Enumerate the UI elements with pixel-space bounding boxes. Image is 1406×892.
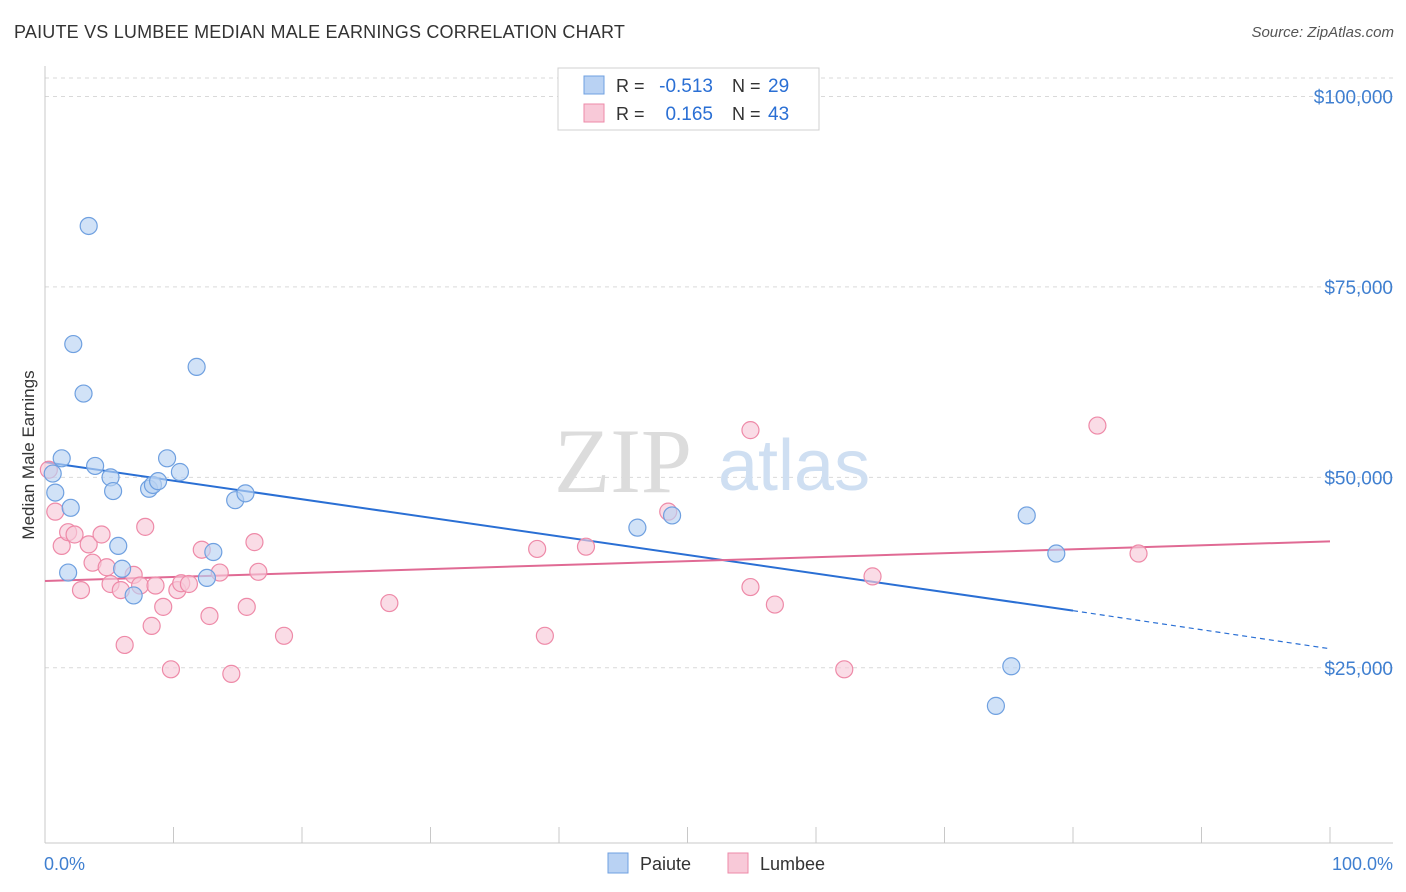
lumbee-point <box>71 580 91 600</box>
legend-r-label: R = <box>616 76 645 96</box>
lumbee-point <box>115 635 134 655</box>
paiute-point <box>86 456 105 476</box>
legend-n-value: 29 <box>768 76 789 97</box>
legend-r-value: -0.513 <box>659 76 713 97</box>
paiute-point <box>43 464 62 483</box>
paiute-point <box>157 449 177 468</box>
watermark-zip: ZIP <box>554 410 692 512</box>
legend-n-label: N = <box>732 76 761 96</box>
y-tick-label: $25,000 <box>1324 659 1393 680</box>
lumbee-point <box>741 421 760 440</box>
lumbee-point <box>1088 416 1107 435</box>
stats-legend: R = -0.513 N = 29 R = 0.165 N = 43 <box>557 67 820 131</box>
legend-r-value: 0.165 <box>665 104 713 125</box>
paiute-point <box>46 483 65 502</box>
lumbee-point <box>274 626 294 645</box>
lumbee-point <box>146 576 165 595</box>
lumbee-point <box>136 517 155 536</box>
paiute-point <box>187 357 206 376</box>
lumbee-point <box>380 593 399 613</box>
legend-swatch-paiute <box>583 75 605 95</box>
lumbee-point <box>92 525 111 544</box>
lumbee-point <box>1129 544 1148 563</box>
paiute-point <box>1017 506 1036 525</box>
paiute-point <box>79 216 98 236</box>
paiute-point <box>64 334 83 354</box>
series-legend-swatch-lumbee <box>727 852 749 874</box>
lumbee-point <box>79 535 98 554</box>
lumbee-point <box>528 539 547 559</box>
lumbee-point <box>179 574 199 594</box>
paiute-point <box>1047 544 1066 563</box>
paiute-point <box>52 449 71 468</box>
paiute-point <box>124 586 143 605</box>
gridlines <box>45 77 1393 669</box>
watermark-atlas: atlas <box>718 426 870 506</box>
y-axis-label: Median Male Earnings <box>19 370 38 539</box>
data-points <box>39 216 1148 715</box>
lumbee-point <box>576 537 596 556</box>
legend-swatch-lumbee <box>583 103 605 123</box>
lumbee-point <box>249 562 268 581</box>
lumbee-point <box>200 606 219 626</box>
legend-r-label: R = <box>616 104 645 124</box>
paiute-point <box>170 462 190 482</box>
x-tick-label-max: 100.0% <box>1332 854 1393 874</box>
paiute-point <box>74 384 93 403</box>
series-legend-label-lumbee: Lumbee <box>760 854 825 874</box>
paiute-point <box>1002 657 1021 676</box>
lumbee-point <box>535 626 554 645</box>
lumbee-point <box>245 533 264 552</box>
paiute-point <box>148 472 168 491</box>
y-tick-labels: $25,000 $50,000 $75,000 $100,000 <box>1314 87 1393 679</box>
lumbee-point <box>222 664 241 683</box>
axes <box>44 66 1393 844</box>
series-legend: Paiute Lumbee <box>607 852 825 874</box>
lumbee-point <box>65 525 84 544</box>
lumbee-point <box>97 558 116 577</box>
source-label: Source: ZipAtlas.com <box>1251 24 1394 41</box>
paiute-point <box>236 484 255 503</box>
series-legend-label-paiute: Paiute <box>640 854 691 874</box>
trend-line-paiute <box>44 461 1074 612</box>
x-tick-label-min: 0.0% <box>44 854 85 874</box>
paiute-point <box>628 518 647 537</box>
lumbee-point <box>142 616 161 635</box>
paiute-point <box>109 536 128 556</box>
legend-n-label: N = <box>732 104 761 124</box>
lumbee-point <box>741 577 760 597</box>
lumbee-point <box>237 597 256 616</box>
series-legend-swatch-paiute <box>607 852 629 874</box>
lumbee-point <box>835 660 854 679</box>
lumbee-point <box>154 597 173 616</box>
legend-n-value: 43 <box>768 104 789 125</box>
paiute-point <box>61 498 80 517</box>
paiute-point <box>204 542 223 562</box>
lumbee-point <box>161 660 181 679</box>
paiute-point <box>986 696 1006 715</box>
y-tick-label: $75,000 <box>1324 278 1393 299</box>
paiute-point <box>112 559 132 578</box>
paiute-point <box>104 481 123 501</box>
lumbee-point <box>46 502 65 521</box>
y-tick-label: $50,000 <box>1324 468 1393 489</box>
paiute-point <box>59 563 78 582</box>
paiute-point <box>662 506 682 525</box>
y-tick-label: $100,000 <box>1314 87 1393 108</box>
trend-line-paiute-extension <box>1072 610 1331 650</box>
chart-title: PAIUTE VS LUMBEE MEDIAN MALE EARNINGS CO… <box>14 22 626 42</box>
lumbee-point <box>863 567 882 586</box>
lumbee-point <box>765 595 784 614</box>
paiute-point <box>197 568 217 588</box>
